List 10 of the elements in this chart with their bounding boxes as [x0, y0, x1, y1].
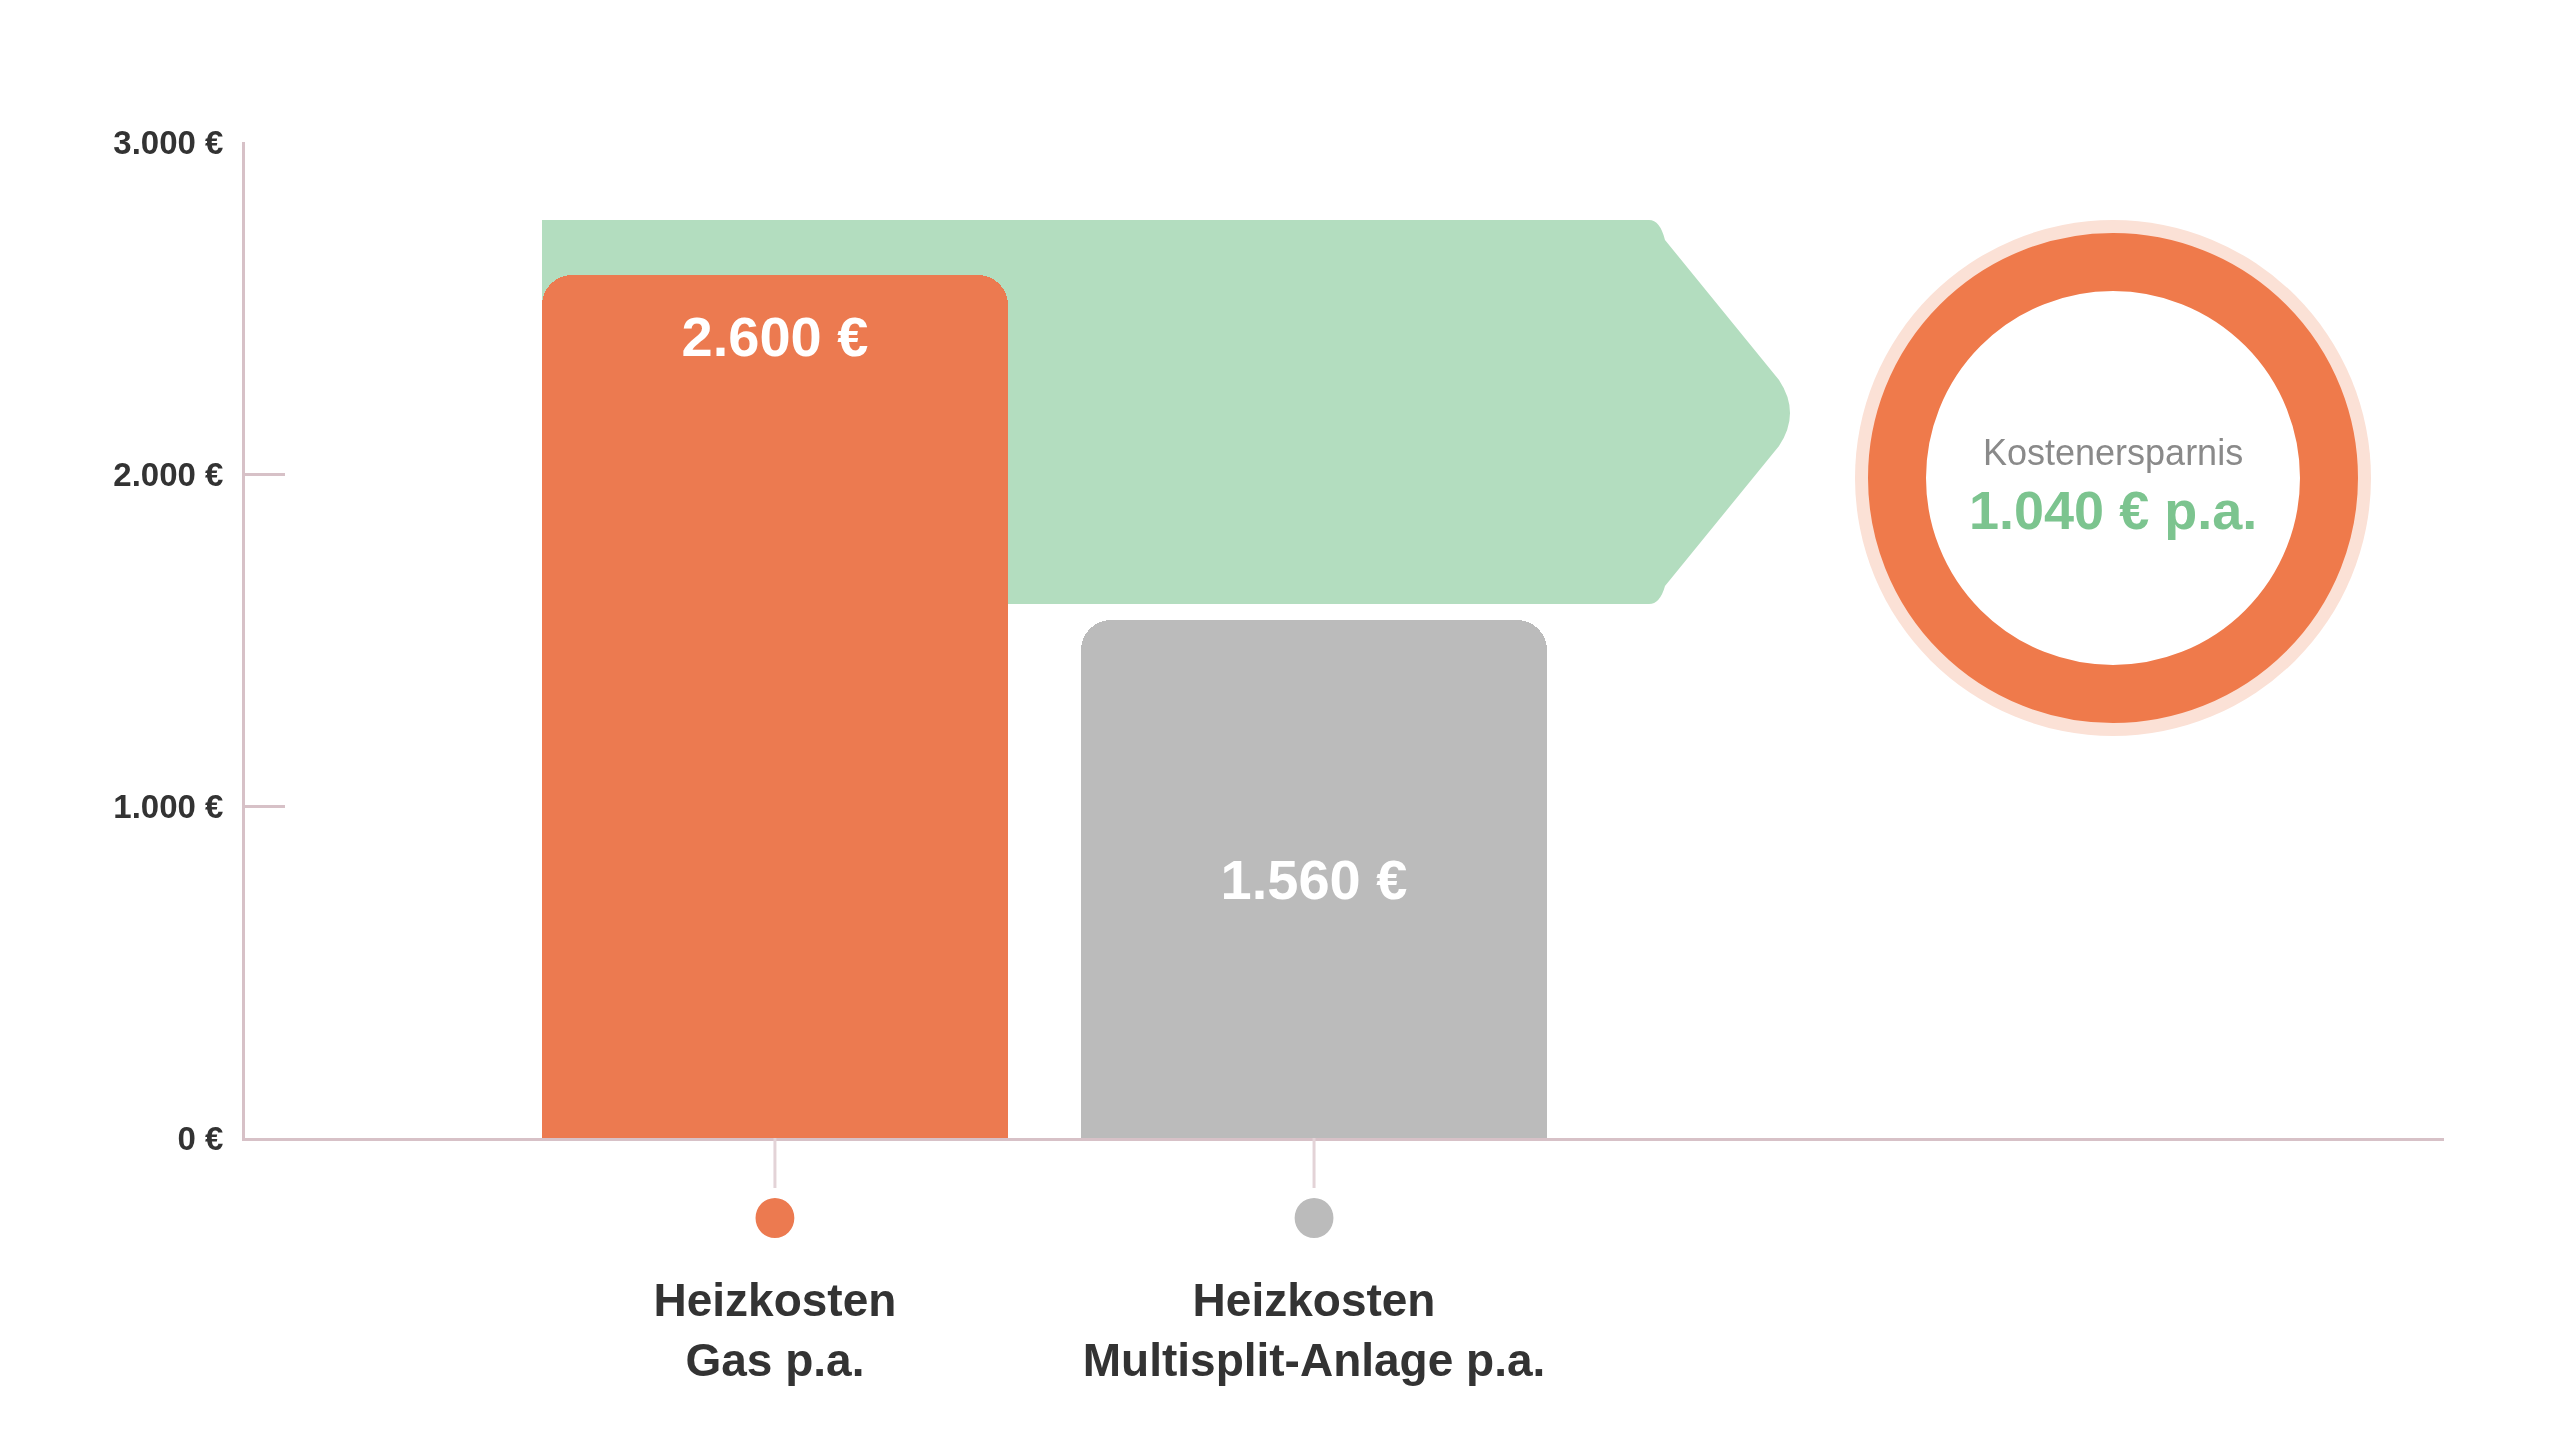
y-tick-label: 0 €: [177, 1119, 224, 1157]
y-tick-label: 3.000 €: [113, 123, 224, 161]
x-tick-label: Heizkosten Gas p.a.: [653, 1274, 897, 1386]
y-tick-label: 2.000 €: [113, 455, 224, 493]
text: 1.040 € p.a.: [1969, 480, 2258, 540]
text: Kostenersparnis: [1983, 432, 2244, 473]
data-label: 1.560 €: [1220, 847, 1408, 911]
y-tick-label: 1.000 €: [113, 787, 224, 825]
x-tick-label: Heizkosten Multisplit-Anlage p.a.: [1082, 1274, 1546, 1386]
data-label: 2.600 €: [681, 305, 869, 368]
